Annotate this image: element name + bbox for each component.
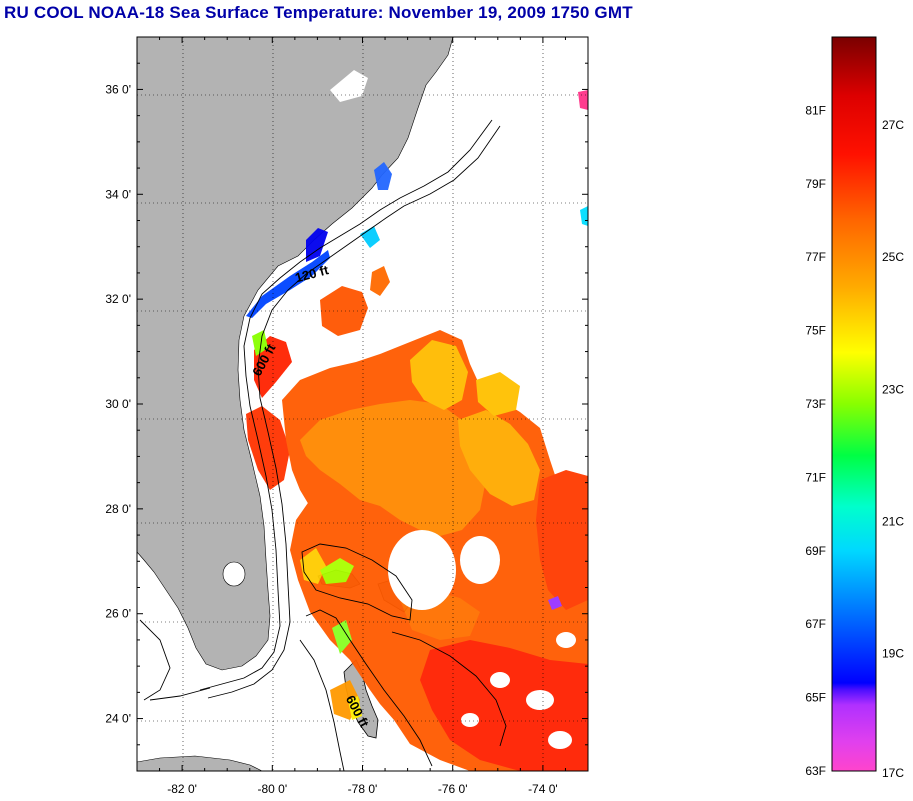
colorbar-c-label: 19C: [882, 647, 904, 661]
latitude-tick-label: 30 0': [105, 397, 131, 411]
colorbar-f-label: 77F: [805, 250, 826, 264]
colorbar-celsius-labels: 17C 19C 21C 23C 25C 27C: [882, 118, 904, 780]
us-east-coast-land: [137, 37, 454, 671]
latitude-axis: 36 0' 34 0' 32 0' 30 0' 28 0' 26 0' 24 0': [105, 82, 131, 725]
pamlico-sound: [330, 70, 368, 102]
temperature-colorbar: 63F 65F 67F 69F 71F 73F 75F 77F 79F 81F 17C 19C 21C…: [805, 36, 904, 780]
latitude-tick-label: 36 0': [105, 82, 131, 96]
latitude-tick-label: 32 0': [105, 292, 131, 306]
colorbar-fahrenheit-labels: 63F 65F 67F 69F 71F 73F 75F 77F 79F 81F: [805, 103, 826, 778]
colorbar-f-label: 79F: [805, 177, 826, 191]
frame-ticks: [136, 36, 589, 772]
bathymetry-contours: [139, 119, 507, 771]
longitude-tick-label: -80 0': [257, 782, 287, 796]
latitude-tick-label: 26 0': [105, 607, 131, 621]
colorbar-f-label: 73F: [805, 397, 826, 411]
latitude-tick-label: 24 0': [105, 712, 131, 726]
lake-okeechobee: [222, 561, 246, 587]
colorbar-f-label: 75F: [805, 324, 826, 338]
colorbar-c-label: 23C: [882, 382, 904, 396]
colorbar-c-label: 17C: [882, 766, 904, 780]
colorbar-c-label: 25C: [882, 250, 904, 264]
longitude-tick-label: -76 0': [438, 782, 468, 796]
colorbar-c-label: 27C: [882, 118, 904, 132]
latitude-tick-label: 28 0': [105, 502, 131, 516]
colorbar-f-label: 67F: [805, 617, 826, 631]
colorbar-f-label: 71F: [805, 470, 826, 484]
longitude-axis: -82 0' -80 0' -78 0' -76 0' -74 0': [167, 782, 557, 796]
colorbar-gradient: [831, 36, 877, 772]
map-title: RU COOL NOAA-18 Sea Surface Temperature:…: [4, 3, 633, 22]
colorbar-f-label: 69F: [805, 544, 826, 558]
colorbar-c-label: 21C: [882, 514, 904, 528]
colorbar-f-label: 81F: [805, 103, 826, 117]
colorbar-f-label: 63F: [805, 764, 826, 778]
cuba-land: [137, 755, 263, 771]
colorbar-f-label: 65F: [805, 691, 826, 705]
longitude-tick-label: -78 0': [348, 782, 378, 796]
longitude-tick-label: -74 0': [528, 782, 558, 796]
latitude-tick-label: 34 0': [105, 187, 131, 201]
longitude-tick-label: -82 0': [167, 782, 197, 796]
